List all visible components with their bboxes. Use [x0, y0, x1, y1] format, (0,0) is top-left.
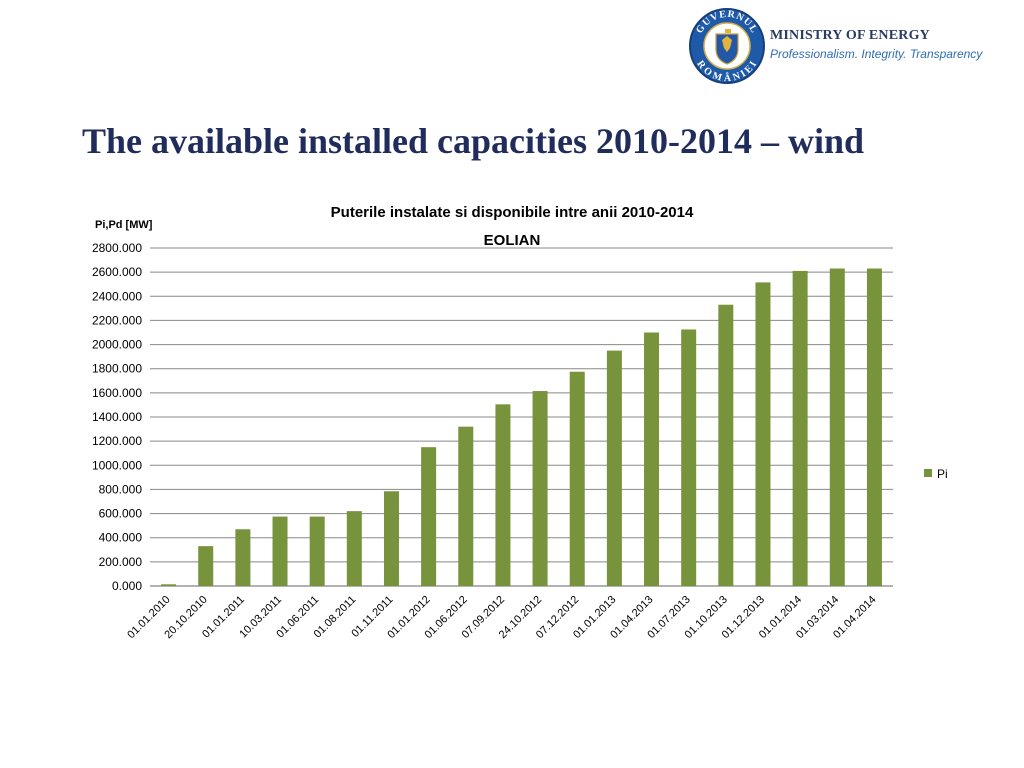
bar — [346, 511, 362, 586]
bar — [644, 332, 660, 586]
y-tick-label: 2600.000 — [92, 265, 142, 279]
y-tick-label: 2000.000 — [92, 338, 142, 352]
gridlines — [150, 247, 893, 587]
ministry-name: MINISTRY OF ENERGY — [770, 28, 930, 43]
government-seal-logo: GUVERNUL ROMÂNIEI — [689, 8, 765, 84]
bar — [458, 426, 474, 586]
y-tick-label: 600.000 — [99, 507, 143, 521]
y-tick-label: 1200.000 — [92, 434, 142, 448]
y-tick-label: 400.000 — [99, 531, 143, 545]
bar — [569, 371, 585, 586]
y-tick-label: 1800.000 — [92, 362, 142, 376]
bar — [792, 270, 808, 586]
y-tick-label: 200.000 — [99, 555, 143, 569]
bar — [681, 329, 697, 586]
bar — [272, 516, 288, 586]
bar — [532, 391, 548, 586]
bar — [421, 447, 437, 586]
y-tick-label: 2800.000 — [92, 241, 142, 255]
bar — [309, 516, 325, 586]
x-tick-labels: 01.01.201020.10.201001.01.201110.03.2011… — [125, 594, 878, 641]
bar — [383, 491, 399, 586]
legend-swatch — [924, 469, 932, 477]
bars — [161, 268, 882, 586]
y-tick-label: 800.000 — [99, 482, 143, 496]
bar — [161, 584, 177, 586]
bar — [755, 282, 771, 586]
legend: Pi — [924, 467, 948, 481]
bar — [495, 404, 511, 586]
y-tick-label: 1400.000 — [92, 410, 142, 424]
y-tick-label: 1600.000 — [92, 386, 142, 400]
bar — [829, 268, 845, 586]
bar — [606, 350, 622, 586]
bar — [718, 304, 734, 586]
y-tick-label: 0.000 — [112, 579, 142, 593]
slide-title: The available installed capacities 2010-… — [82, 121, 865, 161]
chart-title-line2: EOLIAN — [484, 232, 541, 249]
y-axis-label: Pi,Pd [MW] — [95, 219, 153, 231]
y-tick-labels: 0.000 200.000 400.000 600.000 800.000 1000.00… — [92, 241, 142, 593]
legend-label: Pi — [937, 467, 948, 481]
ministry-tagline: Professionalism. Integrity. Transparency — [770, 47, 983, 61]
bar — [866, 268, 882, 586]
bar — [198, 546, 214, 586]
y-tick-label: 1000.000 — [92, 458, 142, 472]
chart-title-line1: Puterile instalate si disponibile intre … — [331, 204, 694, 221]
bar — [235, 529, 251, 586]
y-tick-label: 2200.000 — [92, 313, 142, 327]
y-tick-label: 2400.000 — [92, 289, 142, 303]
